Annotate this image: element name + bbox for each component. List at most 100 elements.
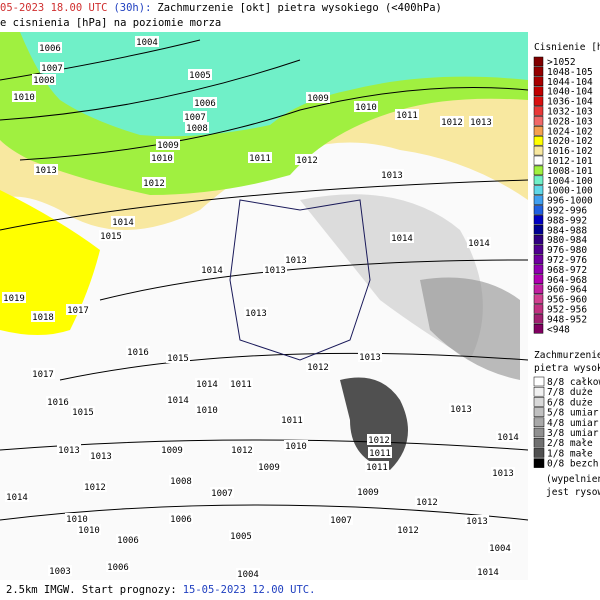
legend-swatch xyxy=(533,294,544,304)
legend-label: 988-992 xyxy=(547,215,587,226)
isobar-label: 1009 xyxy=(161,446,183,456)
isobar-label-bg xyxy=(329,514,353,525)
isobar-label-bg xyxy=(48,565,72,576)
isobar-label: 1013 xyxy=(492,469,514,479)
isobar-label: 1013 xyxy=(264,266,286,276)
isobar-label: 1012 xyxy=(307,363,329,373)
isobar-label: 1007 xyxy=(211,489,233,499)
isobar-label: 1014 xyxy=(477,568,499,578)
legend-note: (wypelnieni xyxy=(546,474,600,485)
isobar-label-bg xyxy=(365,461,389,472)
isobar-label-bg xyxy=(169,513,193,524)
legend-label: 1/8 małe xyxy=(547,448,593,459)
isobar-label-bg xyxy=(396,524,420,535)
legend-swatch xyxy=(533,314,544,324)
isobar-label-bg xyxy=(31,368,55,379)
legend-label: 8/8 całkow xyxy=(547,377,600,388)
isobar-label: 1017 xyxy=(67,306,89,316)
legend-label: 952-956 xyxy=(547,305,587,316)
legend-title: Zachmurzenie xyxy=(534,350,600,361)
legend-swatch xyxy=(533,135,544,146)
legend-label: 976-980 xyxy=(547,245,587,256)
isobar-label: 1007 xyxy=(41,64,63,74)
isobar-label: 1008 xyxy=(186,124,208,134)
isobar-label-bg xyxy=(284,254,308,265)
text-segment: Zachmurzenie [okt] pietra wysokiego (<40… xyxy=(157,2,441,14)
legend-swatch xyxy=(533,234,544,245)
isobar-label: 1009 xyxy=(157,141,179,151)
isobar-label-bg xyxy=(83,481,107,492)
isobar-label-bg xyxy=(150,152,174,163)
isobar-label: 1010 xyxy=(355,103,377,113)
legend-title: Cisnienie [hP xyxy=(534,42,600,53)
isobar-label-bg xyxy=(40,62,64,73)
isobar-label: 1012 xyxy=(397,526,419,536)
legend-swatch xyxy=(533,264,544,275)
legend-label: 7/8 duże xyxy=(547,387,593,398)
legend-label: 1016-102 xyxy=(547,146,593,157)
isobar-label: 1011 xyxy=(249,154,271,164)
isobar-label-bg xyxy=(395,109,419,120)
isobar-label-bg xyxy=(156,139,180,150)
legend-swatch xyxy=(533,215,544,225)
isobar-label: 1006 xyxy=(39,44,61,54)
legend-label: 1008-101 xyxy=(547,166,593,177)
isobar-label: 1011 xyxy=(369,449,391,459)
legend-swatch xyxy=(533,116,544,126)
isobar-label-bg xyxy=(210,487,234,498)
legend-label: 2/8 małe xyxy=(547,438,593,449)
isobar-label-bg xyxy=(166,394,190,405)
isobar-label: 1013 xyxy=(359,353,381,363)
legend-swatch xyxy=(533,284,544,294)
isobar-label: 1009 xyxy=(307,94,329,104)
isobar-label-bg xyxy=(193,97,217,108)
isobar-label-bg xyxy=(236,568,260,579)
legend-swatch xyxy=(533,145,544,156)
isobar-label: 1012 xyxy=(368,436,390,446)
isobar-label: 1016 xyxy=(127,348,149,358)
isobar-label-bg xyxy=(66,304,90,315)
isobar-label-bg xyxy=(65,513,89,524)
isobar-label-bg xyxy=(358,351,382,362)
isobar-label: 1014 xyxy=(391,234,413,244)
legend-swatch xyxy=(533,407,545,417)
text-segment: 2.5km IMGW. Start prognozy: xyxy=(6,584,177,596)
legend-label: 992-996 xyxy=(547,206,587,217)
legend-label: 1044-104 xyxy=(547,77,593,88)
isobar-label-bg xyxy=(367,434,391,445)
legend-swatch xyxy=(533,427,545,438)
cloud-dark xyxy=(340,377,408,470)
isobar-label-bg xyxy=(229,530,253,541)
isobar-label-bg xyxy=(449,403,473,414)
legend-swatch xyxy=(533,126,544,136)
isobar-label-bg xyxy=(77,524,101,535)
isobar-label-bg xyxy=(248,152,272,163)
isobar-label: 1015 xyxy=(167,354,189,364)
isobar-label: 1005 xyxy=(230,532,252,542)
isobar-label: 1012 xyxy=(231,446,253,456)
isobar-label: 1014 xyxy=(112,218,134,228)
legend-label: 1040-104 xyxy=(547,87,593,98)
isobar-label-bg xyxy=(195,378,219,389)
isobar-label-bg xyxy=(488,542,512,553)
legend-label: 3/8 umiar xyxy=(547,428,599,439)
isobar-label: 1011 xyxy=(396,111,418,121)
isobar-label: 1014 xyxy=(468,239,490,249)
isobar-label-bg xyxy=(106,561,130,572)
isobar-label: 1013 xyxy=(470,118,492,128)
isobar-label-bg xyxy=(126,346,150,357)
isobar-label-bg xyxy=(89,450,113,461)
isobar-label-bg xyxy=(34,164,58,175)
legend-label: 948-952 xyxy=(547,314,587,325)
legend-swatch xyxy=(533,106,544,116)
isobar-label: 1011 xyxy=(230,380,252,390)
isobar-label-bg xyxy=(354,101,378,112)
legend-label: 1048-105 xyxy=(547,67,593,78)
legend-swatch xyxy=(533,244,544,255)
isobar-label: 1014 xyxy=(497,433,519,443)
cyan-zone xyxy=(20,32,528,137)
legend-label: 972-976 xyxy=(547,255,587,266)
legend-swatch xyxy=(533,175,544,186)
isobar-label-bg xyxy=(230,444,254,455)
isobar-label: 1017 xyxy=(32,370,54,380)
